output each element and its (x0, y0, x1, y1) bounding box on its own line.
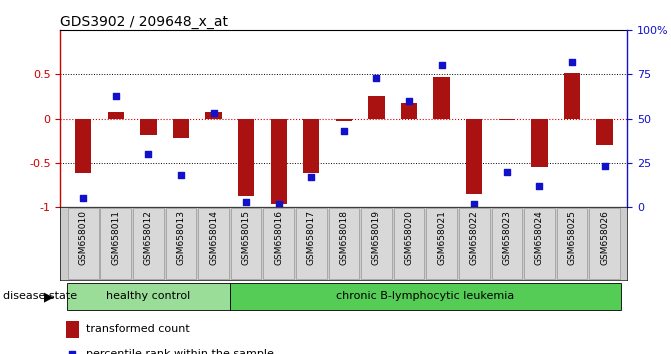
Text: percentile rank within the sample: percentile rank within the sample (86, 349, 274, 354)
Bar (66, 320, 79, 338)
Bar (531, 119, 548, 167)
Bar (557, 208, 587, 279)
Bar (426, 208, 457, 279)
Point (78, 195, 89, 201)
Text: GSM658019: GSM658019 (372, 210, 381, 265)
Point (404, 98, 415, 104)
Point (176, 172, 187, 178)
Point (501, 169, 512, 175)
Bar (238, 119, 254, 196)
Bar (329, 208, 359, 279)
Bar (173, 119, 189, 138)
Bar (499, 119, 515, 120)
Text: GDS3902 / 209648_x_at: GDS3902 / 209648_x_at (60, 15, 228, 29)
Text: GSM658023: GSM658023 (503, 210, 511, 265)
Text: healthy control: healthy control (106, 291, 191, 301)
Point (273, 201, 284, 206)
Bar (140, 119, 156, 135)
Text: GSM658024: GSM658024 (535, 210, 544, 265)
Bar (205, 112, 221, 119)
Point (111, 93, 121, 98)
Text: GSM658014: GSM658014 (209, 210, 218, 265)
Bar (107, 112, 124, 119)
Bar (264, 208, 294, 279)
Text: transformed count: transformed count (86, 324, 190, 334)
Bar (270, 119, 287, 205)
Point (208, 110, 219, 116)
Text: GSM658015: GSM658015 (242, 210, 251, 265)
Bar (198, 208, 229, 279)
Bar (231, 208, 262, 279)
Text: GSM658026: GSM658026 (600, 210, 609, 265)
Bar (336, 119, 352, 121)
Bar (459, 208, 490, 279)
Point (371, 75, 382, 81)
Text: GSM658011: GSM658011 (111, 210, 120, 265)
Bar (368, 96, 384, 119)
Text: GSM658013: GSM658013 (176, 210, 185, 265)
Text: disease state: disease state (3, 291, 77, 302)
Bar (67, 283, 230, 310)
Bar (68, 208, 99, 279)
Bar (101, 208, 131, 279)
Text: GSM658020: GSM658020 (405, 210, 413, 265)
Bar (394, 208, 424, 279)
Point (566, 59, 577, 65)
Text: GSM658018: GSM658018 (340, 210, 348, 265)
Bar (564, 73, 580, 119)
Text: chronic B-lymphocytic leukemia: chronic B-lymphocytic leukemia (336, 291, 515, 301)
Bar (466, 119, 482, 194)
Bar (75, 119, 91, 173)
Text: GSM658010: GSM658010 (79, 210, 88, 265)
Bar (491, 208, 522, 279)
Text: GSM658012: GSM658012 (144, 210, 153, 265)
Text: GSM658016: GSM658016 (274, 210, 283, 265)
Bar (230, 283, 621, 310)
Point (67, 351, 78, 354)
Point (436, 63, 447, 68)
Bar (303, 119, 319, 173)
Bar (296, 208, 327, 279)
Point (599, 164, 610, 169)
Text: GSM658025: GSM658025 (568, 210, 576, 265)
Bar (524, 208, 555, 279)
Text: GSM658017: GSM658017 (307, 210, 316, 265)
Bar (401, 103, 417, 119)
Text: GSM658022: GSM658022 (470, 210, 478, 265)
Point (143, 151, 154, 157)
Text: ▶: ▶ (44, 290, 53, 303)
Point (469, 201, 480, 206)
Point (306, 174, 317, 180)
Point (339, 128, 350, 134)
Bar (166, 208, 197, 279)
Bar (361, 208, 392, 279)
Bar (433, 77, 450, 119)
Bar (133, 208, 164, 279)
Point (241, 199, 252, 205)
Bar (589, 208, 620, 279)
Bar (597, 119, 613, 145)
Point (534, 183, 545, 189)
Text: GSM658021: GSM658021 (437, 210, 446, 265)
